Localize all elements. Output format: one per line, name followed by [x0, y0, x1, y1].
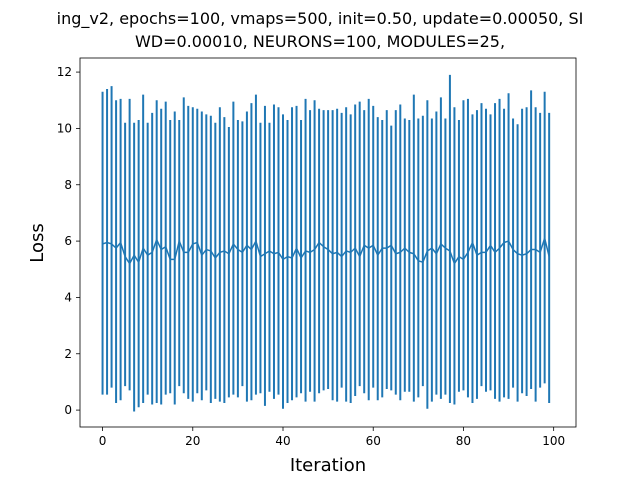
x-tick-label: 60	[366, 434, 381, 448]
y-axis: 0 2 4 6 8 10 12	[57, 65, 80, 417]
y-tick-label: 2	[64, 347, 72, 361]
x-axis: 0 20 40 60 80 100	[99, 427, 565, 448]
x-tick-label: 100	[542, 434, 565, 448]
x-tick-label: 20	[185, 434, 200, 448]
x-tick-label: 0	[99, 434, 107, 448]
x-tick-label: 80	[456, 434, 471, 448]
y-axis-label: Loss	[27, 223, 48, 262]
y-tick-label: 0	[64, 403, 72, 417]
x-tick-label: 40	[275, 434, 290, 448]
y-tick-label: 4	[64, 290, 72, 304]
series-line	[102, 237, 550, 265]
chart-title-line-1: ing_v2, epochs=100, vmaps=500, init=0.50…	[57, 9, 584, 29]
y-tick-label: 10	[57, 121, 72, 135]
y-tick-label: 8	[64, 178, 72, 192]
y-tick-label: 6	[64, 234, 72, 248]
plot-area-frame	[79, 57, 577, 428]
chart-title-line-2: WD=0.00010, NEURONS=100, MODULES=25,	[135, 32, 505, 51]
chart-title: ing_v2, epochs=100, vmaps=500, init=0.50…	[57, 9, 584, 51]
y-tick-label: 12	[57, 65, 72, 79]
plot-marks	[101, 74, 551, 412]
x-axis-label: Iteration	[290, 455, 366, 476]
